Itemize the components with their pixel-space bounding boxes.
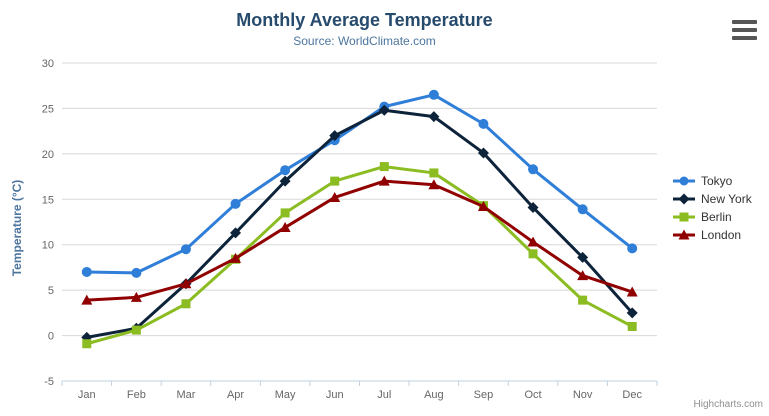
series-tokyo-marker[interactable]: [280, 165, 291, 176]
series-london-marker[interactable]: [279, 221, 291, 232]
xaxis-category-label: May: [275, 389, 296, 401]
yaxis-tick-label: 10: [42, 240, 54, 252]
xaxis-category-label: Jun: [326, 389, 344, 401]
legend-square-icon: [673, 212, 695, 222]
legend-item-tokyo[interactable]: Tokyo: [672, 172, 752, 190]
series-berlin-marker[interactable]: [627, 321, 637, 331]
xaxis-category-label: Apr: [227, 389, 244, 401]
xaxis-category-label: Jul: [377, 389, 391, 401]
xaxis-category-label: Sep: [474, 389, 494, 401]
legend-item-new-york[interactable]: New York: [672, 190, 752, 208]
series-berlin-marker[interactable]: [330, 176, 340, 186]
series-new-york-marker[interactable]: [329, 130, 341, 142]
series-london-marker[interactable]: [626, 286, 638, 297]
series-london-marker[interactable]: [527, 236, 539, 247]
legend-item-london[interactable]: London: [672, 226, 752, 244]
series-london-marker[interactable]: [81, 294, 93, 305]
legend-diamond-icon: [673, 193, 695, 205]
legend-label: Tokyo: [701, 174, 733, 188]
series-new-york-line[interactable]: [85, 108, 634, 339]
hamburger-menu-icon: [732, 20, 757, 24]
legend-item-berlin[interactable]: Berlin: [672, 208, 752, 226]
series-tokyo-marker[interactable]: [230, 198, 241, 209]
xaxis-category-label: Oct: [524, 389, 541, 401]
series-berlin-marker[interactable]: [429, 168, 439, 178]
yaxis-tick-label: 15: [42, 194, 54, 206]
series-tokyo-marker[interactable]: [180, 244, 191, 255]
xaxis-category-label: Mar: [176, 389, 195, 401]
yaxis-tick-label: 5: [48, 285, 54, 297]
yaxis-tick-label: 30: [42, 58, 54, 70]
xaxis-category-label: Dec: [622, 389, 642, 401]
series-london-marker[interactable]: [477, 201, 489, 212]
series-london-line[interactable]: [85, 179, 634, 302]
series-tokyo-marker[interactable]: [81, 266, 92, 277]
series-london-marker[interactable]: [180, 278, 192, 289]
hamburger-menu-icon: [732, 36, 757, 40]
legend-label: New York: [701, 192, 752, 206]
series-london-marker[interactable]: [230, 252, 242, 263]
series-new-york-marker[interactable]: [477, 147, 489, 159]
yaxis-tick-label: 0: [48, 331, 54, 343]
series-london-marker[interactable]: [577, 270, 589, 281]
series-tokyo-marker[interactable]: [528, 164, 539, 175]
series-tokyo-marker[interactable]: [478, 118, 489, 129]
hamburger-menu-icon: [732, 28, 757, 32]
legend-circle-icon: [673, 176, 695, 186]
xaxis-category-label: Nov: [573, 389, 593, 401]
series-london-marker[interactable]: [428, 179, 440, 190]
chart-context-menu-button[interactable]: [732, 20, 758, 40]
yaxis-tick-label: 25: [42, 103, 54, 115]
series-berlin-marker[interactable]: [528, 249, 538, 259]
series-london-marker[interactable]: [329, 191, 341, 202]
series-london-marker[interactable]: [130, 291, 142, 302]
series-new-york-marker[interactable]: [378, 104, 390, 116]
series-london-marker[interactable]: [378, 175, 390, 186]
legend-triangle-icon: [673, 229, 695, 240]
series-berlin-marker[interactable]: [280, 208, 290, 218]
series-tokyo-marker[interactable]: [131, 267, 142, 278]
series-tokyo-marker[interactable]: [627, 243, 638, 254]
xaxis-category-label: Jan: [78, 389, 96, 401]
series-tokyo-marker[interactable]: [428, 89, 439, 100]
chart-title: Monthly Average Temperature: [236, 10, 493, 30]
yaxis-title: Temperature (°C): [10, 179, 24, 277]
legend: Tokyo New York Berlin London: [672, 172, 752, 244]
series-new-york-marker[interactable]: [577, 251, 589, 263]
series-berlin-marker[interactable]: [181, 299, 191, 309]
credits-link[interactable]: Highcharts.com: [693, 399, 763, 410]
series-new-york-marker[interactable]: [428, 111, 440, 123]
series-tokyo-marker[interactable]: [577, 204, 588, 215]
series-new-york-marker[interactable]: [230, 227, 242, 239]
series-new-york-marker[interactable]: [527, 201, 539, 213]
chart-subtitle: Source: WorldClimate.com: [293, 34, 436, 48]
series-new-york-marker[interactable]: [626, 307, 638, 319]
xaxis-category-label: Aug: [424, 389, 444, 401]
series-berlin-marker[interactable]: [131, 325, 141, 335]
series-berlin-line[interactable]: [85, 165, 634, 346]
series-new-york-marker[interactable]: [279, 175, 291, 187]
legend-label: London: [701, 228, 742, 242]
series-berlin-marker[interactable]: [578, 295, 588, 305]
xaxis-category-label: Feb: [127, 389, 146, 401]
series-berlin-marker[interactable]: [379, 162, 389, 172]
series-berlin-marker[interactable]: [82, 339, 92, 349]
yaxis-tick-label: 20: [42, 149, 54, 161]
legend-label: Berlin: [701, 210, 732, 224]
yaxis-tick-label: -5: [44, 376, 54, 388]
